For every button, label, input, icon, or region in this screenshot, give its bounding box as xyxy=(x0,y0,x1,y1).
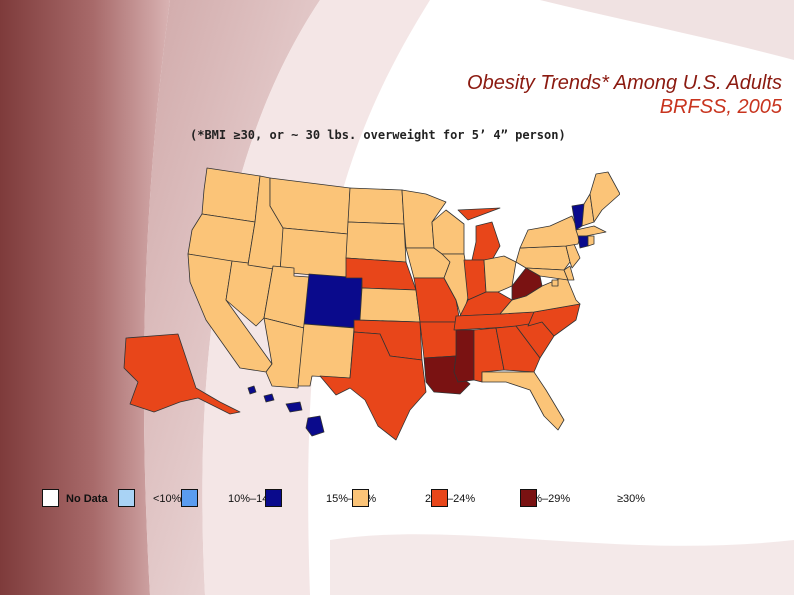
state-me xyxy=(589,171,620,223)
state-wa xyxy=(201,167,261,223)
state-co xyxy=(303,273,363,329)
state-dc xyxy=(551,279,559,287)
legend-swatch-20-24 xyxy=(352,489,369,507)
state-ct xyxy=(577,235,589,249)
state-md xyxy=(525,267,569,281)
state-wi xyxy=(431,209,465,255)
state-nd xyxy=(347,187,405,225)
legend-label-lt10: <10% xyxy=(153,493,182,505)
legend-label-gte30: ≥30% xyxy=(617,493,646,505)
state-pa xyxy=(515,245,571,271)
state-ri xyxy=(587,235,595,247)
state-oh xyxy=(483,255,517,293)
legend-swatch-25-29 xyxy=(431,489,448,507)
state-ks xyxy=(359,287,421,323)
state-sd xyxy=(345,221,407,263)
title-line-2: BRFSS, 2005 xyxy=(659,96,782,118)
legend-swatch-gte30 xyxy=(520,489,537,507)
title-line-1: Obesity Trends* Among U.S. Adults xyxy=(467,72,782,94)
state-de xyxy=(563,265,575,281)
state-ny xyxy=(519,215,581,249)
state-hi xyxy=(247,385,325,437)
state-ga xyxy=(495,325,541,373)
legend-swatch-10-14 xyxy=(181,489,198,507)
legend-label-no-data: No Data xyxy=(66,493,108,505)
us-obesity-map xyxy=(123,167,620,441)
subtitle: (*BMI ≥30, or ~ 30 lbs. overweight for 5… xyxy=(190,128,566,142)
state-tx xyxy=(319,331,427,441)
state-mt xyxy=(269,177,351,235)
legend-swatch-15-19 xyxy=(265,489,282,507)
state-ak xyxy=(123,333,241,415)
legend-swatch-no-data xyxy=(42,489,59,507)
legend: No Data <10% 10%–14% 15%–19% 20%–24% 25%… xyxy=(0,485,794,515)
legend-swatch-lt10 xyxy=(118,489,135,507)
state-ms xyxy=(453,329,475,383)
state-az xyxy=(263,317,305,389)
state-ma xyxy=(575,225,607,237)
state-fl xyxy=(481,371,565,431)
